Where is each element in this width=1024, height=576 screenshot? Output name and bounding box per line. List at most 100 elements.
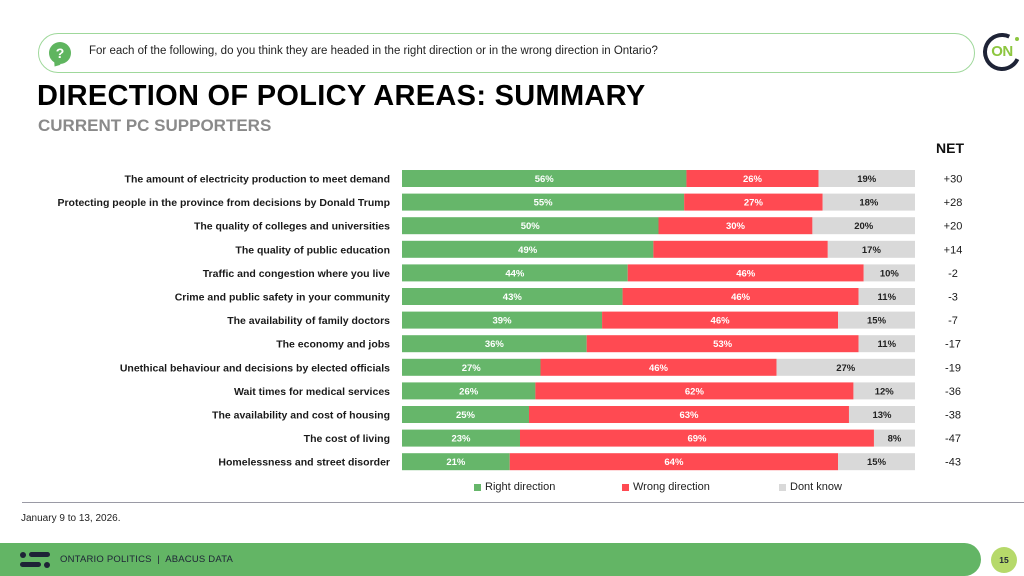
bar-row: The quality of public education 49% 17% +14 <box>235 240 963 258</box>
category-label: The quality of colleges and universities <box>194 221 390 233</box>
data-label-wrong: 27% <box>744 198 764 209</box>
bar-segment-right <box>402 288 623 305</box>
footer-divider <box>22 502 1024 503</box>
bar-segment-dontknow <box>863 264 915 282</box>
legend-label: Wrong direction <box>633 481 710 493</box>
data-label-right: 39% <box>493 316 513 327</box>
legend-label: Dont know <box>790 481 842 493</box>
bar-segment-wrong <box>602 311 839 329</box>
bar-segment-right <box>402 453 510 471</box>
chart-legend: Right direction Wrong direction Dont kno… <box>0 481 1024 495</box>
data-label-dontknow: 18% <box>859 198 879 209</box>
category-label: Homelessness and street disorder <box>218 457 390 469</box>
bar-segment-right <box>402 358 541 376</box>
bar-segment-right <box>402 193 685 211</box>
bar-row: Traffic and congestion where you live 44%… <box>203 264 958 282</box>
legend-swatch-dontknow <box>779 483 786 491</box>
data-label-dontknow: 12% <box>875 386 895 397</box>
data-label-wrong: 30% <box>726 221 746 232</box>
bar-segment-right <box>402 240 654 258</box>
bar-segment-wrong <box>535 382 854 400</box>
data-label-right: 44% <box>505 268 525 279</box>
bar-segment-dontknow <box>818 170 915 187</box>
bar-segment-wrong <box>684 193 823 211</box>
stacked-bar-chart: The amount of electricity production to … <box>57 170 963 471</box>
bar-row: The economy and jobs 36% 53% 11% -17 <box>276 335 961 353</box>
net-value: -17 <box>945 339 961 351</box>
net-value: +14 <box>944 244 963 256</box>
data-label-wrong: 63% <box>679 410 699 421</box>
question-bubble-icon: ? <box>49 42 71 64</box>
data-label-right: 27% <box>462 363 482 374</box>
data-label-dontknow: 15% <box>867 457 887 468</box>
category-label: The availability of family doctors <box>227 315 390 327</box>
bar-segment-dontknow <box>858 288 915 305</box>
data-label-dontknow: 13% <box>872 410 892 421</box>
legend-item-right: Right direction <box>474 481 555 493</box>
footer-brand-text: ONTARIO POLITICS | ABACUS DATA <box>60 554 234 565</box>
data-label-dontknow: 20% <box>854 221 874 232</box>
fieldwork-date-note: January 9 to 13, 2026. <box>21 513 121 524</box>
net-value: +28 <box>944 197 963 209</box>
data-label-right: 26% <box>459 386 479 397</box>
data-label-wrong: 69% <box>687 434 707 445</box>
data-label-right: 43% <box>503 292 523 303</box>
bar-segment-right <box>402 311 603 329</box>
data-label-wrong: 53% <box>713 339 733 350</box>
bar-row: Unethical behaviour and decisions by ele… <box>120 358 961 376</box>
bar-row: Protecting people in the province from d… <box>57 193 963 211</box>
data-label-right: 21% <box>446 457 466 468</box>
net-value: -3 <box>948 292 958 304</box>
bar-segment-dontknow <box>838 453 915 471</box>
bar-segment-wrong <box>658 217 813 235</box>
data-label-wrong: 64% <box>664 457 684 468</box>
bar-segment-wrong <box>528 406 849 423</box>
data-label-wrong: 62% <box>685 386 705 397</box>
net-value: -7 <box>948 315 958 327</box>
category-label: The economy and jobs <box>276 339 390 351</box>
data-label-wrong: 46% <box>649 363 669 374</box>
bar-segment-wrong <box>586 335 859 353</box>
category-label: The quality of public education <box>235 244 390 256</box>
net-value: -36 <box>945 386 961 398</box>
data-label-dontknow: 10% <box>880 268 900 279</box>
bar-segment-wrong <box>653 240 828 258</box>
net-value: -47 <box>945 433 961 445</box>
bar-segment-dontknow <box>848 406 915 423</box>
data-label-dontknow: 8% <box>888 434 902 445</box>
bar-segment-wrong <box>519 429 874 447</box>
bar-segment-dontknow <box>822 193 915 211</box>
data-label-wrong: 46% <box>736 268 756 279</box>
legend-label: Right direction <box>485 481 556 493</box>
legend-swatch-right <box>474 483 481 491</box>
category-label: Crime and public safety in your communit… <box>175 292 390 304</box>
data-label-wrong: 26% <box>743 174 763 185</box>
net-value: +20 <box>944 221 963 233</box>
footer-bar <box>0 543 981 576</box>
category-label: The amount of electricity production to … <box>125 174 390 186</box>
net-value: +30 <box>944 174 963 186</box>
ontario-on-logo: ON <box>991 43 1013 60</box>
bar-row: The cost of living 23% 69% 8% -47 <box>304 429 961 447</box>
bar-row: The availability and cost of housing 25% 6… <box>212 406 961 423</box>
bar-row: Crime and public safety in your communit… <box>175 288 958 305</box>
data-label-right: 23% <box>451 434 471 445</box>
question-text: For each of the following, do you think … <box>89 45 658 57</box>
data-label-right: 25% <box>456 410 476 421</box>
data-label-dontknow: 27% <box>836 363 856 374</box>
net-value: -2 <box>948 268 958 280</box>
data-label-right: 55% <box>534 198 554 209</box>
bar-segment-dontknow <box>858 335 915 353</box>
bar-row: The amount of electricity production to … <box>125 170 963 187</box>
data-label-dontknow: 15% <box>867 316 887 327</box>
page-number-badge: 15 <box>991 547 1017 573</box>
category-label: Unethical behaviour and decisions by ele… <box>120 362 390 374</box>
bar-row: The availability of family doctors 39% 46%… <box>227 311 958 329</box>
logo-dot <box>1015 37 1019 41</box>
category-label: The cost of living <box>304 433 390 445</box>
data-label-dontknow: 11% <box>878 292 897 303</box>
net-value: -43 <box>945 457 961 469</box>
page-subtitle: CURRENT PC SUPPORTERS <box>38 116 272 135</box>
bar-segment-right <box>402 406 529 423</box>
net-value: -38 <box>945 410 961 422</box>
